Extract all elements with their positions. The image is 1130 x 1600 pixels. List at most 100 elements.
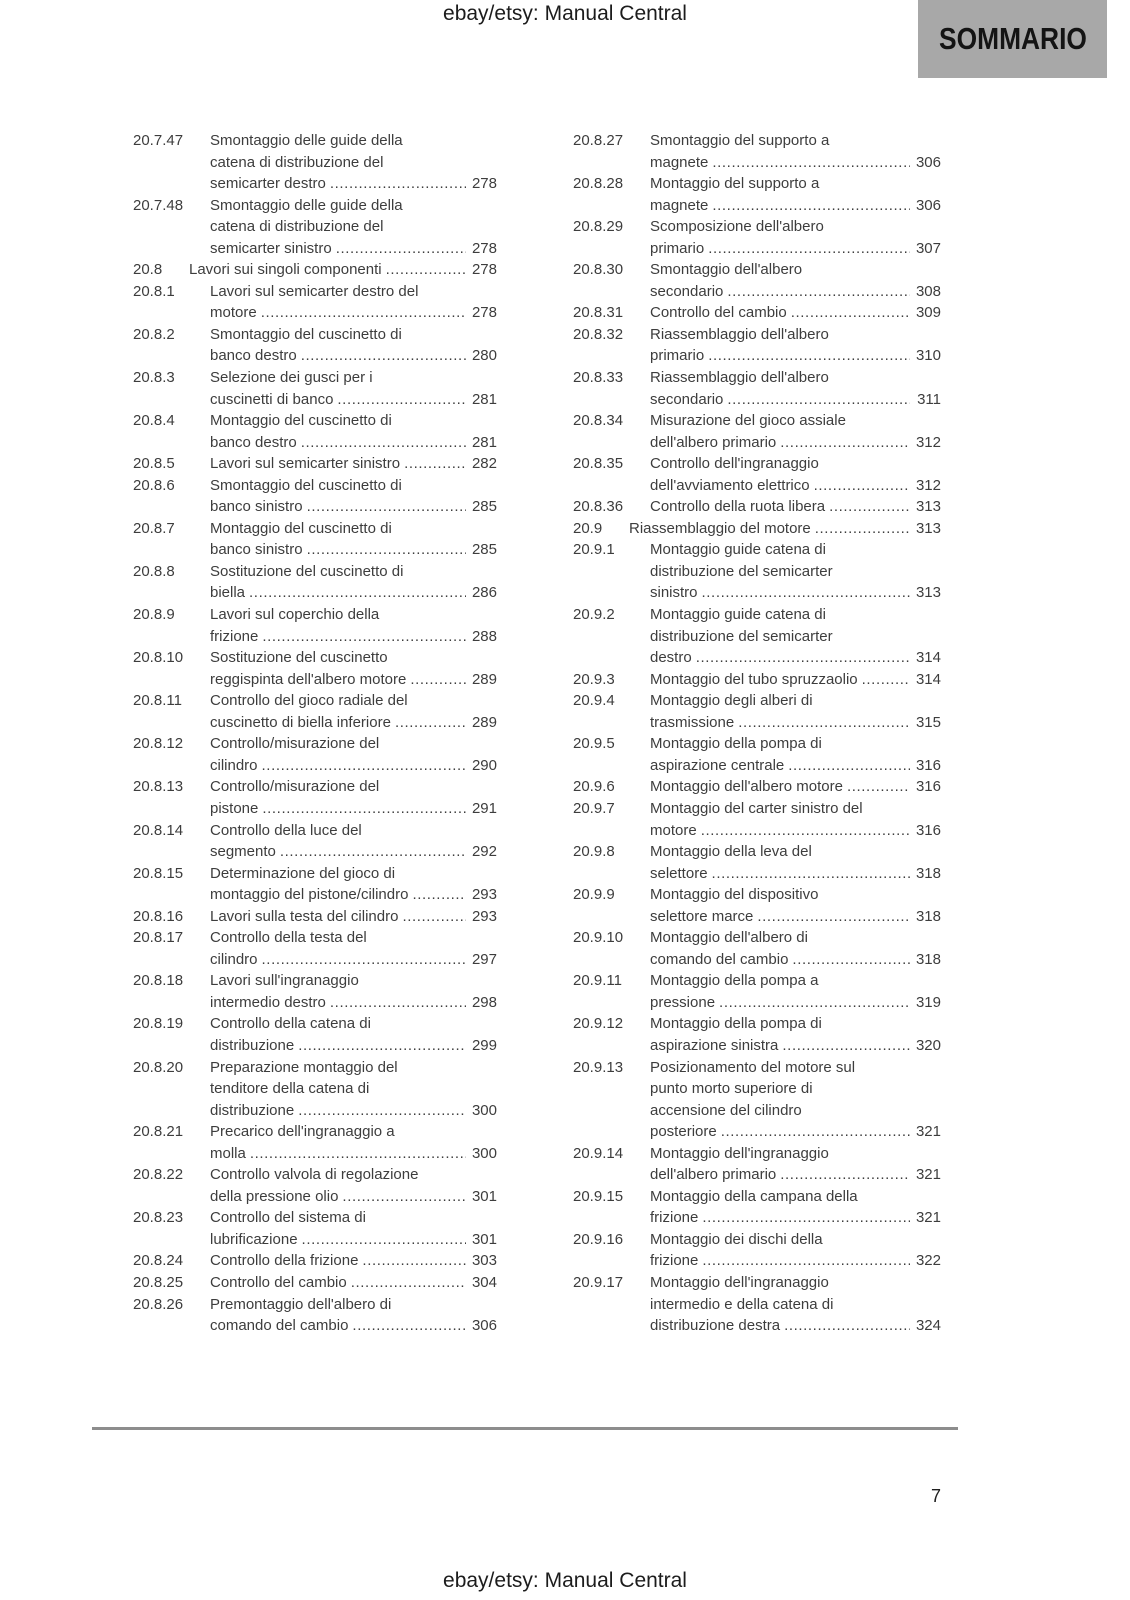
toc-page-number: 288	[471, 627, 497, 645]
toc-line: cuscinetto di biella inferiore 289	[210, 712, 497, 734]
toc-page-number: 318	[915, 950, 941, 968]
toc-entry-title: Riassemblaggio del motore 313	[629, 518, 941, 540]
toc-page-number: 319	[915, 993, 941, 1011]
toc-title-line: pressione	[650, 993, 716, 1011]
toc-line: Riassemblaggio dell'albero	[650, 324, 941, 346]
toc-entry: 20.9.16 Montaggio dei dischi della frizion…	[573, 1229, 941, 1272]
toc-line: dell'albero primario 312	[650, 432, 941, 454]
toc-line: Controllo del gioco radiale del	[210, 690, 497, 712]
dot-leader	[702, 1250, 910, 1272]
toc-title-line: secondario	[650, 390, 724, 408]
toc-line: Montaggio del tubo spruzzaolio 314	[650, 669, 941, 691]
toc-page-number: 304	[471, 1273, 497, 1291]
toc-entry: 20.8.19 Controllo della catena di distribu…	[133, 1013, 497, 1056]
toc-entry: 20.9 Riassemblaggio del motore 313	[573, 518, 941, 540]
toc-line: Smontaggio del cuscinetto di	[210, 324, 497, 346]
toc-entry: 20.8.26 Premontaggio dell'albero di comand…	[133, 1294, 497, 1337]
toc-entry: 20.8.14 Controllo della luce del segmento 2…	[133, 820, 497, 863]
toc-entry: 20.9.13 Posizionamento del motore sul punt…	[573, 1057, 941, 1143]
toc-page-number: 293	[471, 886, 497, 904]
dot-leader	[792, 949, 910, 971]
toc-title-line: primario	[650, 239, 705, 257]
toc-entry-title: Lavori sul coperchio della frizione 288	[210, 604, 497, 647]
toc-line: selettore marce 318	[650, 906, 941, 928]
toc-title-line: Montaggio del tubo spruzzaolio	[650, 670, 858, 688]
toc-entry-title: Controllo dell'ingranaggio dell'avviament…	[650, 453, 941, 496]
toc-entry-number: 20.7.48	[133, 196, 184, 214]
toc-entry: 20.8.17 Controllo della testa del cilindro…	[133, 927, 497, 970]
toc-entry: 20.8.1 Lavori sul semicarter destro del mo…	[133, 281, 497, 324]
toc-line: trasmissione 315	[650, 712, 941, 734]
toc-page-number: 320	[915, 1036, 941, 1054]
toc-entry-title: Controllo della testa del cilindro 297	[210, 927, 497, 970]
dot-leader	[780, 432, 910, 454]
toc-entry-number: 20.9.15	[573, 1187, 624, 1205]
page-number: 7	[930, 1486, 941, 1506]
toc-entry: 20.8.8 Sostituzione del cuscinetto di biel…	[133, 561, 497, 604]
toc-line: Montaggio della leva del	[650, 841, 941, 863]
toc-entry-title: Montaggio del dispositivo selettore marce…	[650, 884, 941, 927]
toc-title-line: Montaggio del supporto a	[650, 175, 820, 193]
dot-leader	[301, 432, 466, 454]
toc-entry-title: Controllo della luce del segmento 292	[210, 820, 497, 863]
toc-title-line: dell'albero primario	[650, 1166, 777, 1184]
dot-leader	[829, 496, 910, 518]
toc-title-line: Controllo del gioco radiale del	[210, 692, 408, 710]
toc-title-line: primario	[650, 347, 705, 365]
dot-leader	[337, 389, 466, 411]
dot-leader	[788, 755, 910, 777]
toc-title-line: della pressione olio	[210, 1187, 339, 1205]
toc-line: montaggio del pistone/cilindro 293	[210, 884, 497, 906]
toc-entry-number: 20.8.1	[133, 282, 175, 300]
toc-line: Controllo del cambio 304	[210, 1272, 497, 1294]
toc-line: magnete 306	[650, 152, 941, 174]
toc-title-line: distribuzione destra	[650, 1317, 781, 1335]
toc-entry: 20.8.4 Montaggio del cuscinetto di banco d…	[133, 410, 497, 453]
toc-entry-title: Montaggio dell'ingranaggio intermedio e d…	[650, 1272, 941, 1337]
toc-entry: 20.9.14 Montaggio dell'ingranaggio dell'al…	[573, 1143, 941, 1186]
toc-entry-number: 20.9.7	[573, 799, 615, 817]
toc-line: Montaggio dell'albero di	[650, 927, 941, 949]
toc-line: Montaggio della pompa a	[650, 970, 941, 992]
toc-entry: 20.9.2 Montaggio guide catena di distribuz…	[573, 604, 941, 669]
toc-entry: 20.8.15 Determinazione del gioco di montag…	[133, 863, 497, 906]
toc-entry: 20.8.23 Controllo del sistema di lubrifica…	[133, 1207, 497, 1250]
toc-entry-number: 20.8.28	[573, 175, 624, 193]
toc-entry-title: Montaggio degli alberi di trasmissione 315	[650, 690, 941, 733]
toc-line: Precarico dell'ingranaggio a	[210, 1121, 497, 1143]
toc-title-line: banco destro	[210, 433, 297, 451]
toc-page-number: 292	[471, 843, 497, 861]
toc-line: Montaggio del dispositivo	[650, 884, 941, 906]
toc-entry: 20.8.36 Controllo della ruota libera 313	[573, 496, 941, 518]
toc-entry-number: 20.8.16	[133, 907, 184, 925]
toc-entry-title: Controllo valvola di regolazione della pr…	[210, 1164, 497, 1207]
toc-entry: 20.8.12 Controllo/misurazione del cilindro…	[133, 733, 497, 776]
toc-title-line: distribuzione del semicarter	[650, 562, 833, 580]
toc-entry: 20.8.31 Controllo del cambio 309	[573, 302, 941, 324]
toc-entry-title: Montaggio della campana della frizione 321	[650, 1186, 941, 1229]
dot-leader	[386, 259, 466, 281]
dot-leader	[402, 906, 466, 928]
toc-entry-number: 20.9.12	[573, 1015, 624, 1033]
toc-title-line: Controllo della frizione	[210, 1252, 359, 1270]
toc-entry-title: Montaggio del cuscinetto di banco destro 2…	[210, 410, 497, 453]
toc-title-line: Montaggio del cuscinetto di	[210, 412, 392, 430]
toc-entry-title: Sostituzione del cuscinetto reggispinta d…	[210, 647, 497, 690]
toc-line: Controllo valvola di regolazione	[210, 1164, 497, 1186]
toc-line: Montaggio degli alberi di	[650, 690, 941, 712]
dot-leader	[814, 475, 910, 497]
toc-page-number: 306	[915, 196, 941, 214]
dot-leader	[708, 345, 910, 367]
toc-page-number: 289	[471, 713, 497, 731]
toc-page-number: 318	[915, 864, 941, 882]
toc-entry-number: 20.9.11	[573, 972, 622, 990]
toc-title-line: posteriore	[650, 1123, 717, 1141]
toc-line: lubrificazione 301	[210, 1229, 497, 1251]
toc-title-line: Selezione dei gusci per i	[210, 369, 373, 387]
dot-leader	[307, 539, 466, 561]
toc-title-line: segmento	[210, 843, 276, 861]
toc-entry: 20.8.30 Smontaggio dell'albero secondario 3…	[573, 259, 941, 302]
toc-line: Premontaggio dell'albero di	[210, 1294, 497, 1316]
toc-title-line: Montaggio dell'albero di	[650, 929, 808, 947]
toc-title-line: Montaggio dei dischi della	[650, 1230, 823, 1248]
